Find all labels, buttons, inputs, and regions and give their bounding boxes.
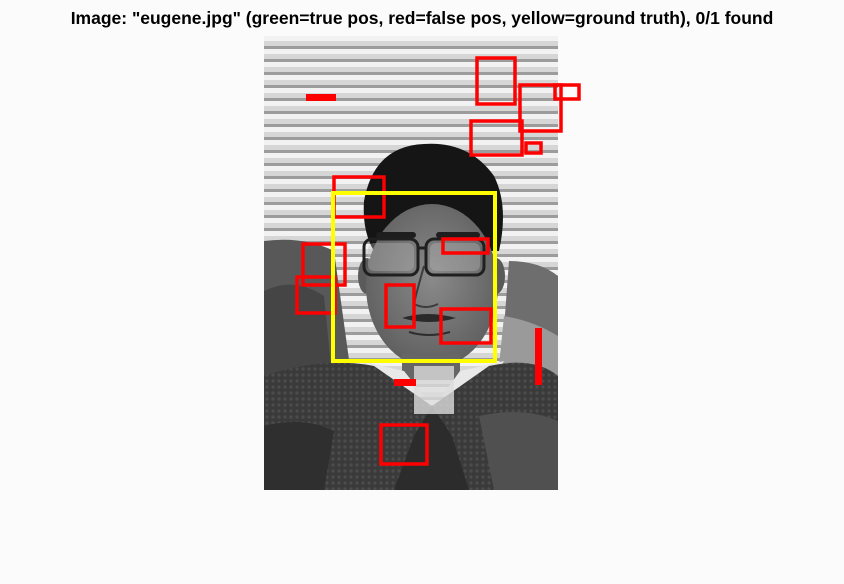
eugene-photo <box>264 36 558 490</box>
false-positive-box <box>553 83 581 101</box>
figure-title: Image: "eugene.jpg" (green=true pos, red… <box>70 8 774 28</box>
